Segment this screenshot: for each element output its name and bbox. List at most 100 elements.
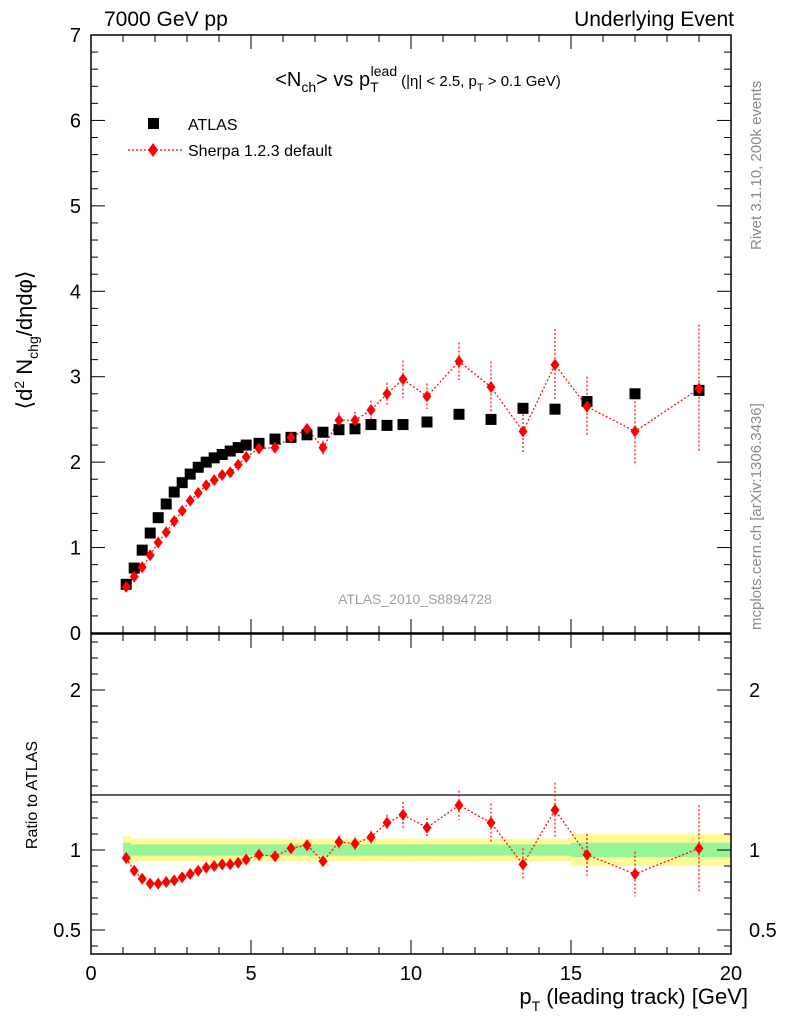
ratio-y-label: Ratio to ATLAS — [24, 741, 41, 849]
ratio-sherpa-point — [254, 848, 264, 861]
ratio-y-tick-label-right: 0.5 — [749, 920, 777, 942]
main-sherpa-point — [318, 441, 328, 454]
main-y-tick-label: 3 — [70, 367, 81, 389]
ratio-axes: 0 5 10 15 20 0.5 0.5 1 1 2 2 — [53, 634, 777, 985]
ratio-sherpa-point — [630, 868, 640, 880]
main-sherpa-point — [398, 373, 408, 386]
x-tick-label: 20 — [720, 963, 742, 985]
ratio-sherpa-point — [382, 816, 392, 829]
main-sherpa-point — [486, 380, 496, 393]
ratio-sherpa-point — [454, 799, 464, 812]
main-panel: 0 1 2 3 4 5 6 7 <Nch> vs pTlead(|η| < 2.5, pT >… — [11, 25, 732, 645]
main-y-tick-label: 7 — [70, 25, 81, 47]
x-tick-label: 0 — [85, 963, 96, 985]
ratio-sherpa-point — [209, 860, 219, 872]
main-atlas-point — [168, 486, 180, 498]
ratio-sherpa-point — [225, 858, 235, 871]
main-sherpa-point — [129, 570, 139, 583]
legend: ATLAS Sherpa 1.2.3 default — [128, 117, 333, 160]
legend-sherpa-label: Sherpa 1.2.3 default — [188, 143, 333, 160]
main-atlas-point — [152, 512, 164, 524]
main-atlas-point — [232, 442, 244, 454]
main-atlas-point — [200, 456, 212, 468]
main-sherpa-point — [334, 414, 344, 427]
main-atlas-point — [517, 402, 529, 414]
ratio-y-tick-label-right: 2 — [749, 680, 760, 702]
main-sherpa-point — [121, 580, 131, 593]
main-sherpa-point — [217, 468, 227, 481]
main-atlas-point — [317, 426, 329, 438]
ratio-sherpa-point — [582, 848, 592, 861]
main-atlas-point — [144, 527, 156, 539]
main-sherpa-point — [366, 404, 376, 417]
ratio-band-segment — [571, 842, 731, 858]
main-sherpa-point — [209, 474, 219, 487]
ratio-sherpa-point — [518, 858, 528, 871]
main-atlas-point — [349, 423, 361, 435]
main-atlas-point — [216, 448, 228, 460]
main-atlas-point — [192, 461, 204, 473]
main-sherpa-point — [145, 549, 155, 562]
main-sherpa-point — [382, 387, 392, 400]
main-sherpa-line — [125, 360, 700, 588]
main-y-tick-label: 4 — [70, 281, 81, 303]
ratio-sherpa-point — [270, 850, 280, 863]
main-y-tick-label: 6 — [70, 110, 81, 132]
ratio-frame — [90, 633, 732, 955]
header-left: 7000 GeV pp — [104, 8, 228, 31]
main-atlas-point — [184, 468, 196, 480]
main-sherpa-point — [137, 561, 147, 574]
ratio-y-tick-label: 1 — [70, 840, 81, 862]
main-y-tick-label: 0 — [70, 623, 81, 645]
main-atlas-point — [381, 419, 393, 431]
ratio-sherpa-point — [286, 842, 296, 855]
main-atlas-point — [365, 419, 377, 431]
main-atlas-point — [160, 498, 172, 510]
x-tick-label: 15 — [560, 963, 582, 985]
ratio-sherpa-point — [177, 871, 187, 884]
main-atlas-point — [224, 445, 236, 457]
main-y-tick-label: 5 — [70, 196, 81, 218]
ratio-sherpa-point — [350, 837, 360, 850]
main-atlas-point — [421, 416, 433, 428]
ratio-sherpa-point — [201, 861, 211, 874]
main-atlas-point — [485, 413, 497, 425]
main-sherpa-point — [193, 486, 203, 499]
main-sherpa-point — [201, 479, 211, 492]
ratio-sherpa-point — [137, 872, 147, 885]
ratio-sherpa-point — [398, 808, 408, 821]
ratio-sherpa-point — [193, 864, 203, 877]
main-y-label: ⟨d2 Nchg/dηdφ⟩ — [11, 271, 41, 410]
ratio-sherpa-point — [422, 821, 432, 834]
main-y-tick-label: 2 — [70, 452, 81, 474]
main-sherpa-point — [233, 458, 243, 471]
ratio-sherpa-point — [145, 877, 155, 890]
main-axes: 0 1 2 3 4 5 6 7 — [70, 25, 732, 645]
ratio-sherpa-point — [153, 877, 163, 890]
header-right: Underlying Event — [574, 8, 734, 31]
ratio-sherpa-point — [129, 864, 139, 877]
main-atlas-point — [333, 424, 345, 436]
ratio-sherpa-point — [334, 836, 344, 848]
main-sherpa-point — [422, 390, 432, 403]
main-sherpa-point — [177, 504, 187, 517]
main-y-tick-label: 1 — [70, 538, 81, 560]
main-sherpa-point — [161, 526, 171, 539]
ratio-sherpa-point — [302, 839, 312, 852]
x-axis-label: pT (leading track) [GeV] — [519, 984, 748, 1014]
main-sherpa-point — [518, 425, 528, 438]
plot-title: <Nch> vs pTlead(|η| < 2.5, pT > 0.1 GeV) — [275, 63, 561, 95]
main-frame — [90, 34, 732, 634]
ratio-y-tick-label-right: 1 — [749, 840, 760, 862]
ratio-sherpa-point — [233, 856, 243, 869]
ratio-sherpa-point — [486, 816, 496, 829]
ratio-y-tick-label: 0.5 — [53, 920, 81, 942]
main-sherpa-point — [185, 494, 195, 507]
legend-atlas-marker — [148, 118, 159, 129]
main-sherpa-point — [286, 431, 296, 444]
x-tick-label: 5 — [245, 963, 256, 985]
analysis-watermark: ATLAS_2010_S8894728 — [338, 591, 492, 607]
main-atlas-point — [397, 419, 409, 431]
main-sherpa-point — [350, 414, 360, 427]
ratio-sherpa-point — [161, 876, 171, 888]
